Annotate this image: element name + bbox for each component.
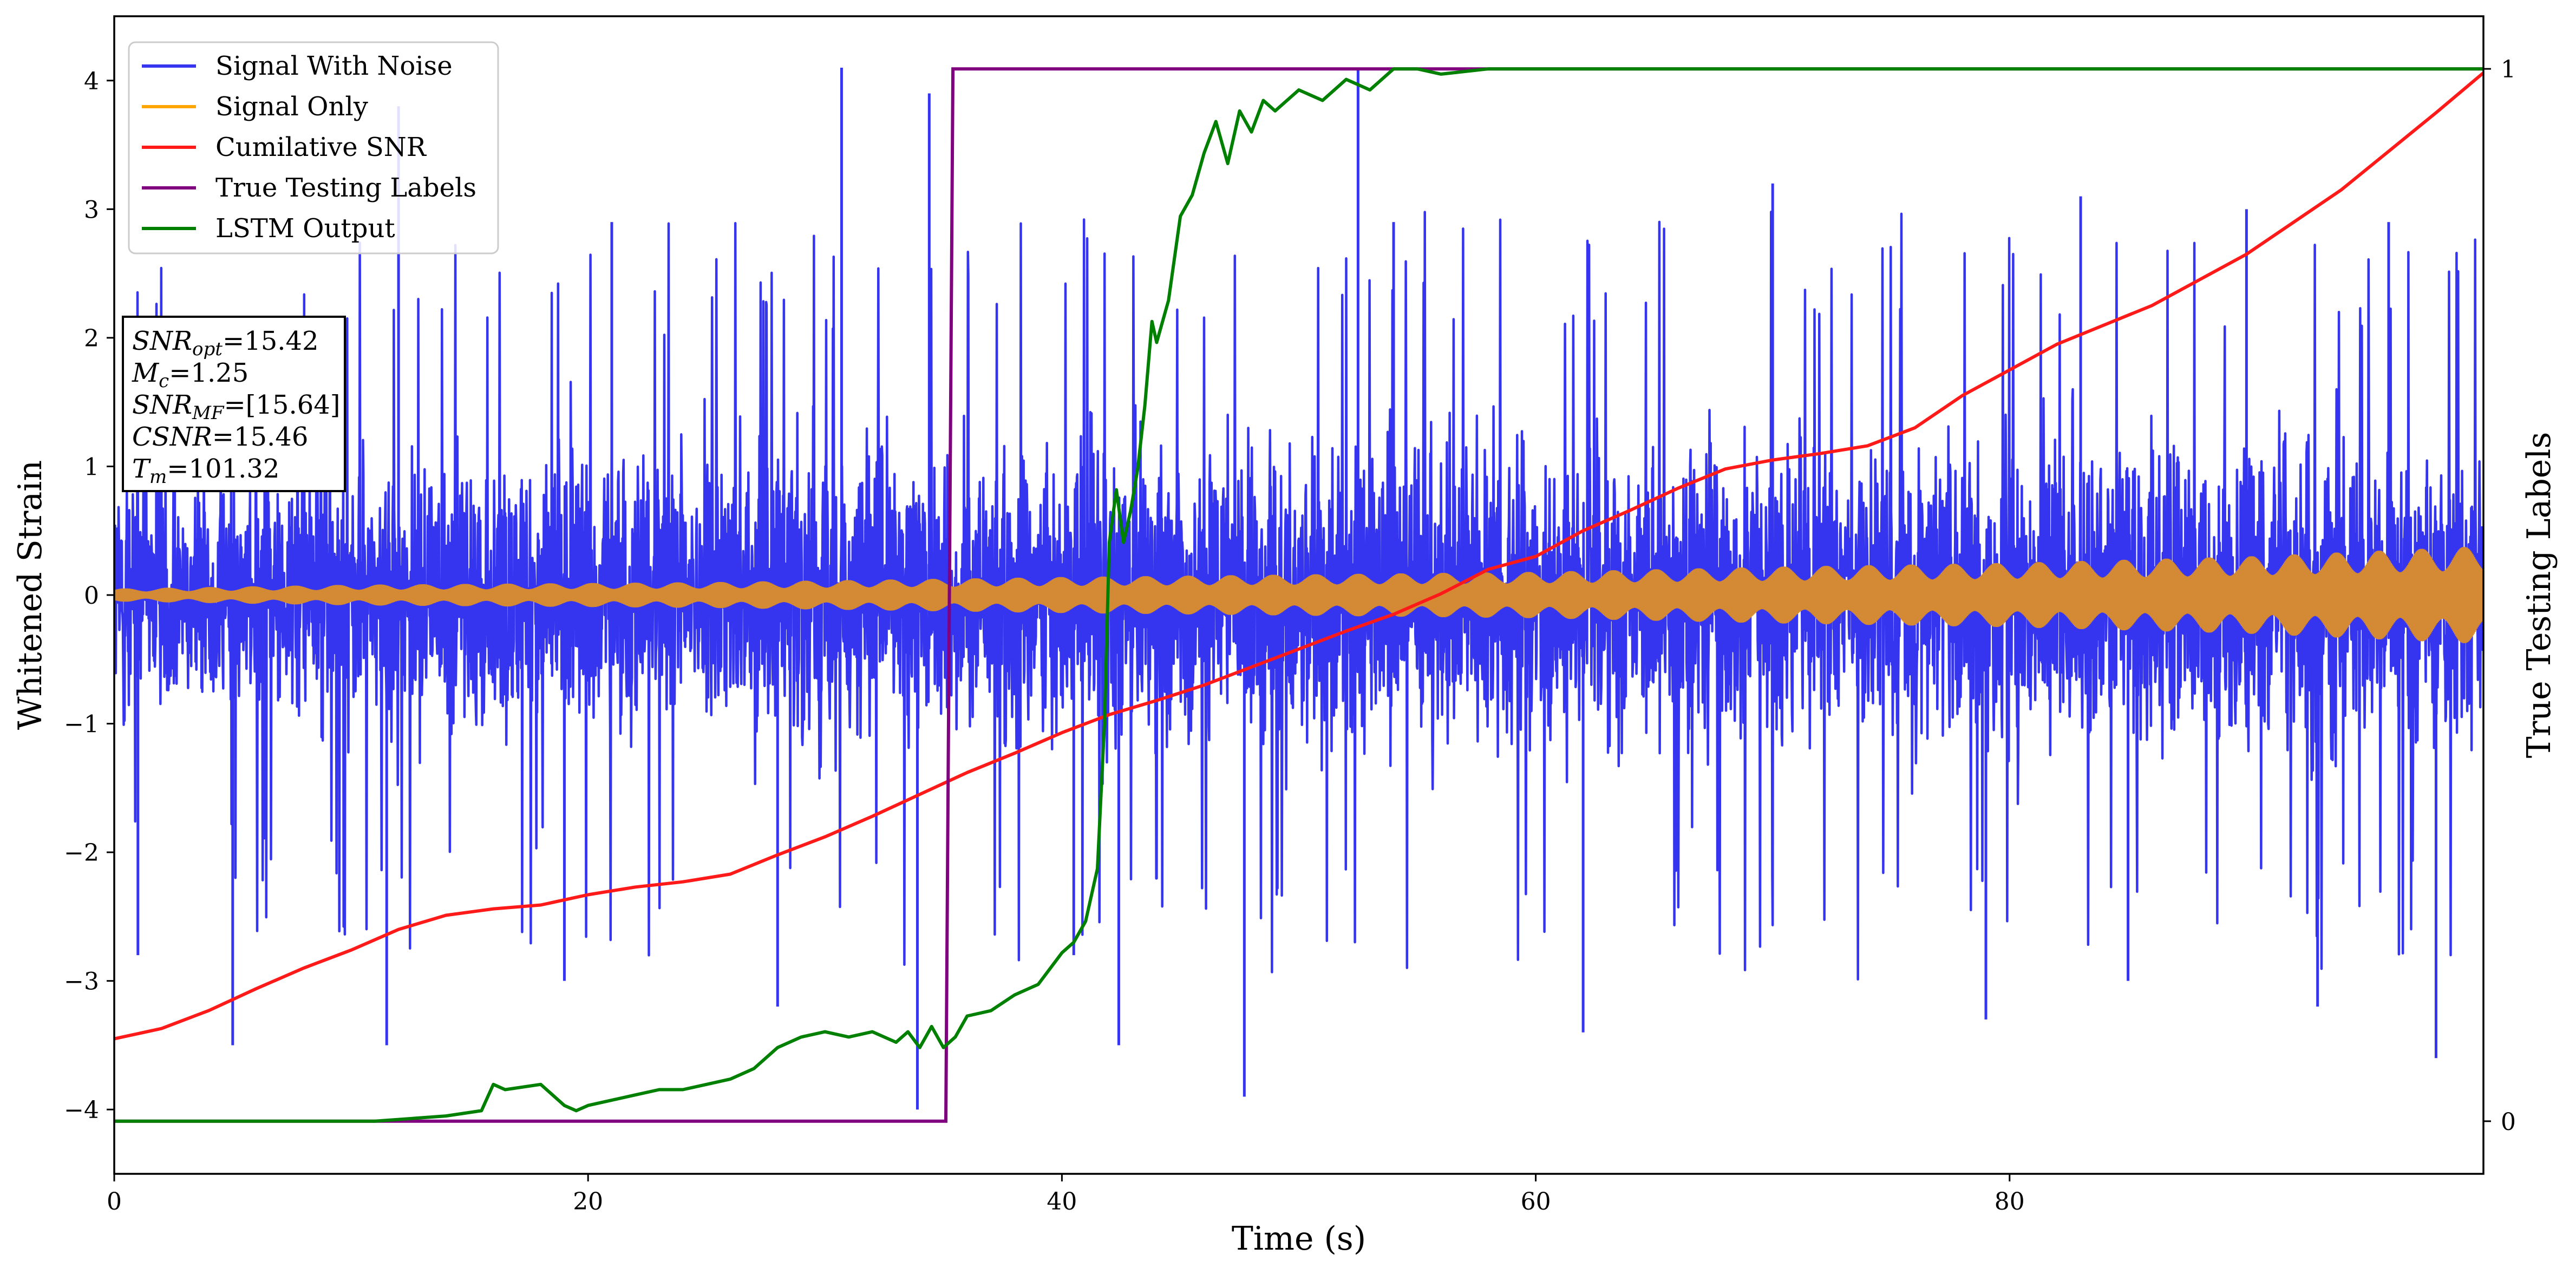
- y-tick-label: 1: [84, 453, 99, 481]
- axis-ticks: 0 20 40 60 80 4 3 2 1 0 −1 −2 −3 −4 1 0: [64, 56, 2516, 1216]
- legend-label-4: LSTM Output: [215, 213, 395, 244]
- y2-axis-title: True Testing Labels: [2520, 432, 2558, 759]
- metrics-line-3: CSNR=15.46: [132, 422, 308, 452]
- y-axis-title: Whitened Strain: [11, 460, 49, 730]
- x-tick-label: 80: [1995, 1188, 2025, 1216]
- series-signal-with-noise: [114, 68, 2483, 1110]
- metrics-line-2: SNRMF=[15.64]: [132, 390, 341, 424]
- metrics-annotation-box: [122, 316, 346, 492]
- x-tick-label: 40: [1047, 1188, 1077, 1216]
- y-tick-label: 3: [84, 196, 99, 224]
- metrics-line-1: Mc=1.25: [132, 358, 249, 392]
- y-tick-label: 0: [84, 582, 99, 610]
- y2-tick-label: 1: [2501, 56, 2516, 83]
- metrics-line-4: Tm=101.32: [132, 454, 279, 488]
- y-tick-label: −2: [64, 839, 99, 867]
- series-cumilative-snr: [114, 71, 2483, 1041]
- legend-label-0: Signal With Noise: [215, 51, 453, 81]
- legend-box: [128, 41, 499, 254]
- series-signal-only: [114, 547, 2483, 643]
- y2-tick-label: 0: [2501, 1108, 2516, 1136]
- y-tick-label: −3: [64, 968, 99, 996]
- y-tick-label: 4: [84, 68, 99, 95]
- signal-line: [114, 547, 2483, 643]
- legend-label-1: Signal Only: [215, 92, 368, 122]
- series-lstm-output: [114, 67, 2483, 1123]
- legend-label-3: True Testing Labels: [215, 173, 476, 203]
- x-axis-title: Time (s): [1232, 1220, 1366, 1258]
- y-tick-label: 2: [84, 325, 99, 352]
- y-tick-label: −1: [64, 711, 99, 739]
- plot-area: [114, 67, 2483, 1123]
- legend-label-2: Cumilative SNR: [215, 132, 427, 162]
- x-tick-label: 0: [107, 1188, 122, 1216]
- x-tick-label: 20: [573, 1188, 603, 1216]
- x-tick-label: 60: [1521, 1188, 1551, 1216]
- metrics-annotation: SNRopt=15.42Mc=1.25SNRMF=[15.64]CSNR=15.…: [122, 316, 346, 492]
- y-tick-label: −4: [64, 1096, 99, 1124]
- legend: Signal With Noise Signal Only Cumilative S…: [128, 41, 499, 254]
- metrics-line-0: SNRopt=15.42: [132, 326, 319, 360]
